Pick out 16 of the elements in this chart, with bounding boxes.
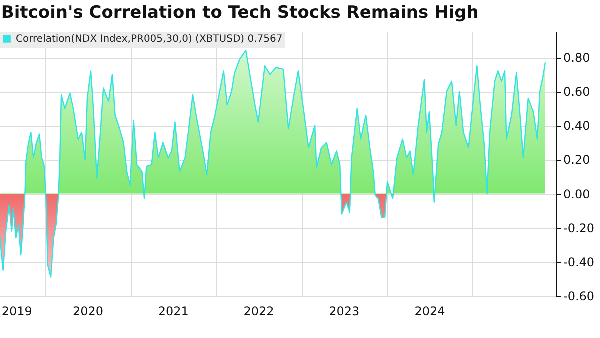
x-tick-label: 2021 <box>158 304 189 318</box>
y-tick-label: 0.20 <box>564 153 590 168</box>
y-tick-label: 0.80 <box>564 51 590 66</box>
chart-title: Bitcoin's Correlation to Tech Stocks Remains High <box>1 3 479 23</box>
y-tick-label: -0.20 <box>564 221 595 236</box>
y-tick-label: 0.40 <box>564 119 590 134</box>
y-tick-label: 0.60 <box>564 85 590 100</box>
x-tick-label: 2023 <box>329 304 360 318</box>
x-tick-label: 2020 <box>72 304 104 318</box>
x-tick-label: 2022 <box>244 304 274 318</box>
y-tick-label: -0.40 <box>564 255 595 270</box>
legend-label: Correlation(NDX Index,PR005,30,0) (XBTUSD) 0.7567 <box>16 34 283 45</box>
x-tick-label: 2019 <box>2 304 32 318</box>
x-tick-label: 2024 <box>414 304 446 318</box>
y-tick-label: -0.60 <box>564 290 595 304</box>
y-tick-label: 0.00 <box>564 187 590 202</box>
